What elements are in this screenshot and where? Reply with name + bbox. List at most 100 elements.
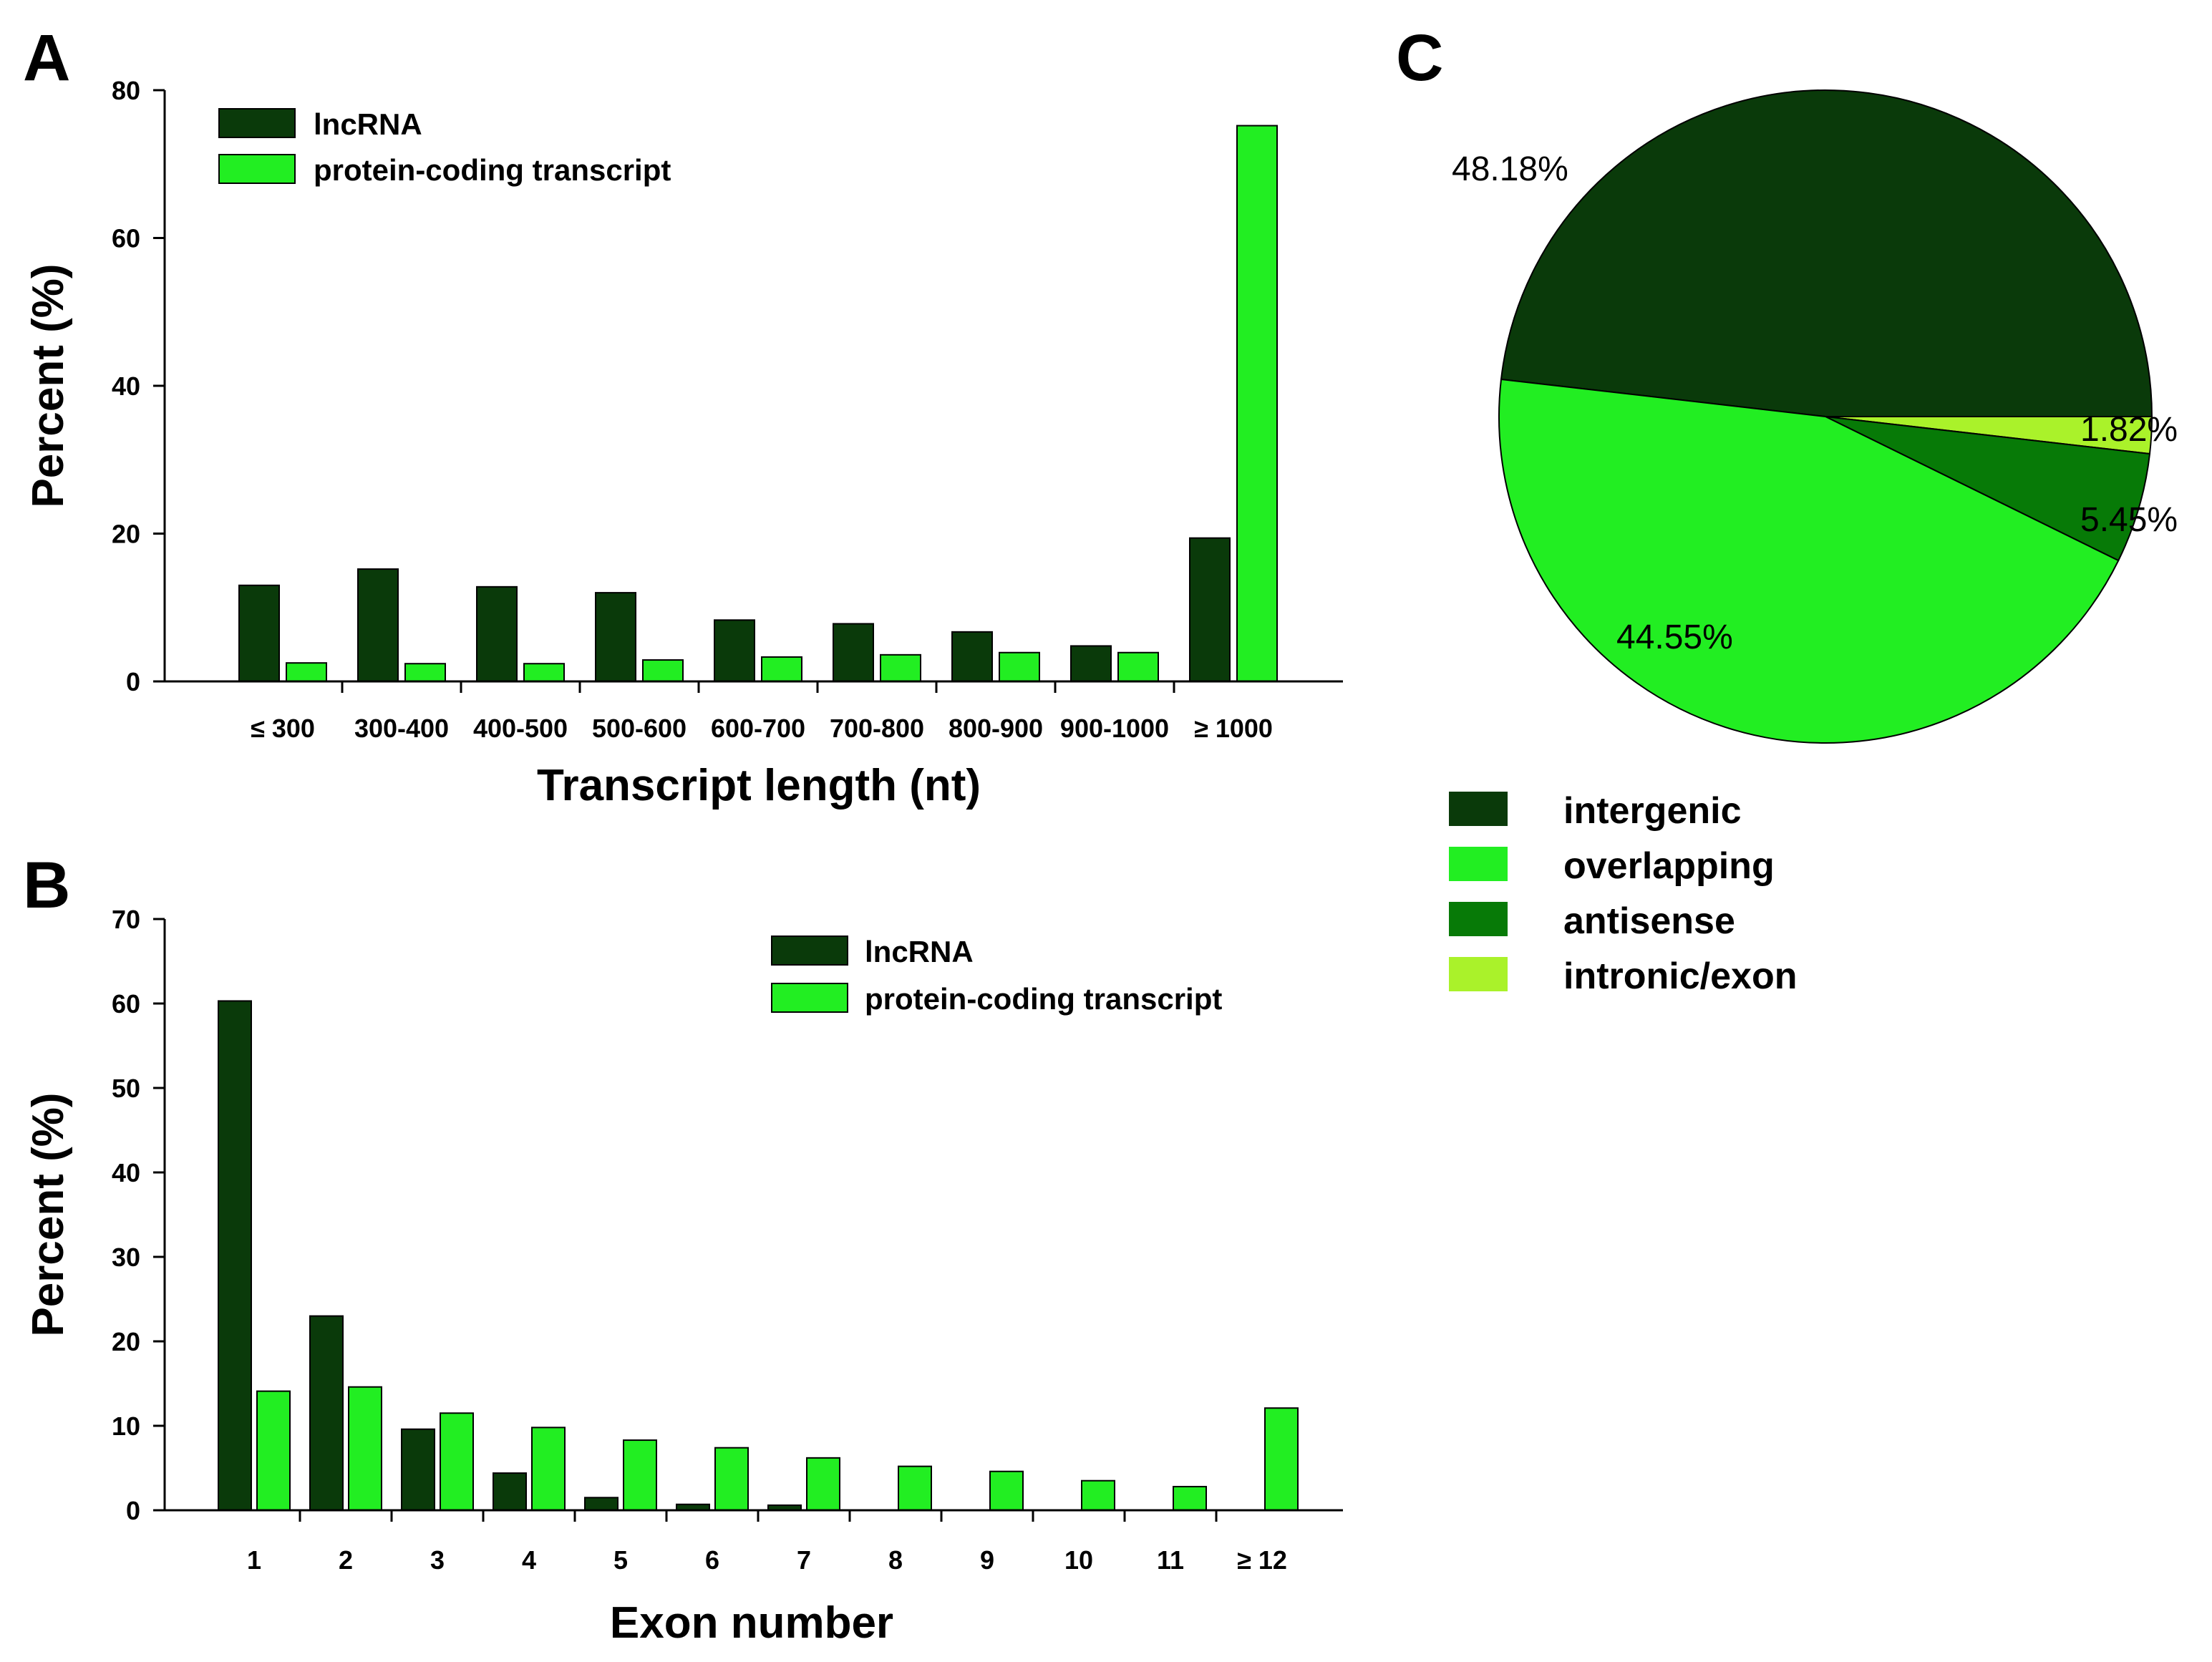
panel-b-legend-swatch-protein: [771, 983, 848, 1013]
panel-a-legend-lncrna: lncRNA: [314, 107, 422, 141]
pie-label-antisense: 5.45%: [2080, 501, 2178, 539]
pie-legend-swatch-overlapping: [1449, 847, 1508, 881]
x-tick-label: 6: [705, 1545, 719, 1575]
bar-protein-coding: [404, 663, 446, 682]
bar-lncrna: [493, 1472, 527, 1512]
y-tick-label: 40: [112, 1158, 140, 1187]
x-tick-label: ≤ 300: [251, 714, 315, 743]
bar-lncrna: [218, 1000, 252, 1511]
x-tick-label: 4: [522, 1545, 536, 1575]
pie-label-intergenic: 48.18%: [1452, 150, 1568, 188]
bar-lncrna: [714, 619, 755, 682]
pie-slice-intergenic: [1500, 89, 2153, 417]
bar-protein-coding: [806, 1457, 840, 1511]
panel-a-legend-swatch-lncrna: [218, 108, 296, 138]
bar-protein-coding: [714, 1447, 749, 1512]
bar-protein-coding: [642, 659, 684, 682]
pie-label-intronic-exon: 1.82%: [2080, 411, 2178, 449]
bar-protein-coding: [531, 1427, 566, 1511]
x-tick-label: 900-1000: [1060, 714, 1169, 743]
x-tick-label: ≥ 1000: [1194, 714, 1273, 743]
bar-protein-coding: [761, 656, 802, 682]
bar-protein-coding: [999, 651, 1040, 682]
panel-a-legend: lncRNA protein-coding transcript: [218, 107, 671, 187]
bar-lncrna: [951, 631, 993, 683]
panel-c-letter: C: [1396, 21, 1443, 94]
y-tick-label: 60: [112, 224, 140, 253]
bar-lncrna: [1189, 537, 1231, 682]
y-tick-label: 0: [126, 667, 140, 696]
panel-a-x-label: Transcript length (nt): [537, 761, 981, 810]
x-tick-label: 400-500: [473, 714, 568, 743]
pie-legend-swatch-antisense: [1449, 902, 1508, 936]
panel-a-y-label: Percent (%): [24, 263, 73, 507]
bar-protein-coding: [1264, 1407, 1299, 1511]
x-tick-label: 800-900: [949, 714, 1043, 743]
bar-protein-coding: [1173, 1485, 1207, 1511]
panel-b-legend: lncRNA protein-coding transcript: [771, 935, 1222, 1016]
y-tick-label: 80: [112, 76, 140, 105]
panel-a-legend-protein: protein-coding transcript: [314, 153, 671, 187]
x-tick-label: 5: [613, 1545, 628, 1575]
x-tick-label: 300-400: [354, 714, 449, 743]
x-tick-label: ≥ 12: [1237, 1545, 1287, 1575]
panel-a-legend-swatch-protein: [218, 154, 296, 184]
bar-lncrna: [584, 1497, 619, 1512]
x-tick-label: 11: [1157, 1545, 1184, 1575]
bar-protein-coding: [1081, 1479, 1115, 1511]
bar-protein-coding: [898, 1465, 932, 1511]
panel-b-chart: 0 10 20 30 40 50 60 70 1 2 3 4 5 6 7 8 9 10 11 ≥ 12 Percen…: [24, 905, 1343, 1648]
bar-lncrna: [401, 1428, 435, 1511]
bar-lncrna: [833, 623, 874, 683]
bar-protein-coding: [1236, 125, 1278, 682]
pie-legend-swatch-intergenic: [1449, 792, 1508, 826]
x-tick-label: 3: [430, 1545, 445, 1575]
bar-lncrna: [1070, 645, 1112, 683]
panel-b-legend-lncrna: lncRNA: [865, 935, 974, 968]
bar-lncrna: [238, 584, 280, 683]
pie-legend-swatch-intronic-exon: [1449, 957, 1508, 991]
y-tick-label: 10: [112, 1411, 140, 1441]
bar-lncrna: [476, 585, 518, 683]
bar-lncrna: [309, 1315, 344, 1511]
panel-b-y-label: Percent (%): [24, 1092, 73, 1336]
panel-b-x-label: Exon number: [610, 1598, 893, 1648]
y-tick-label: 0: [126, 1496, 140, 1525]
pie-label-overlapping: 44.55%: [1616, 618, 1733, 656]
y-tick-label: 60: [112, 989, 140, 1019]
bar-lncrna: [595, 592, 636, 682]
pie-legend-antisense: antisense: [1563, 900, 1735, 942]
pie-slice-antisense: [1825, 416, 2151, 562]
bar-protein-coding: [286, 662, 327, 682]
x-tick-label: 600-700: [711, 714, 805, 743]
pie-legend-intronic-exon: intronic/exon: [1563, 956, 1797, 997]
x-tick-label: 1: [247, 1545, 261, 1575]
bar-protein-coding: [256, 1390, 291, 1511]
panel-a-chart: 0 20 40 60 80 ≤ 300 300-400 400-500 500-600 600-…: [24, 76, 1343, 810]
bar-protein-coding: [523, 663, 565, 682]
pie-legend-overlapping: overlapping: [1563, 845, 1775, 887]
x-tick-label: 10: [1064, 1545, 1093, 1575]
pie-legend-intergenic: intergenic: [1563, 790, 1742, 832]
bar-protein-coding: [440, 1412, 474, 1512]
x-tick-label: 7: [797, 1545, 811, 1575]
y-tick-label: 30: [112, 1243, 140, 1272]
y-tick-label: 40: [112, 371, 140, 401]
bar-protein-coding: [989, 1470, 1024, 1511]
y-tick-label: 50: [112, 1074, 140, 1103]
bar-protein-coding: [623, 1439, 657, 1512]
x-tick-label: 2: [339, 1545, 353, 1575]
x-tick-label: 700-800: [830, 714, 924, 743]
bar-protein-coding: [880, 653, 921, 683]
pie-slice-overlapping: [1498, 378, 2120, 744]
y-tick-label: 20: [112, 520, 140, 549]
panel-c-chart: 48.18% 1.82% 5.45% 44.55% intergenic ove…: [1449, 89, 2178, 997]
panel-b-legend-swatch-lncrna: [771, 936, 848, 966]
bar-protein-coding: [348, 1386, 382, 1511]
panel-a-letter: A: [23, 21, 70, 94]
panel-c-legend: intergenic overlapping antisense introni…: [1449, 790, 1797, 997]
bar-lncrna: [357, 568, 399, 682]
panel-b-letter: B: [23, 849, 70, 922]
y-tick-label: 20: [112, 1327, 140, 1356]
